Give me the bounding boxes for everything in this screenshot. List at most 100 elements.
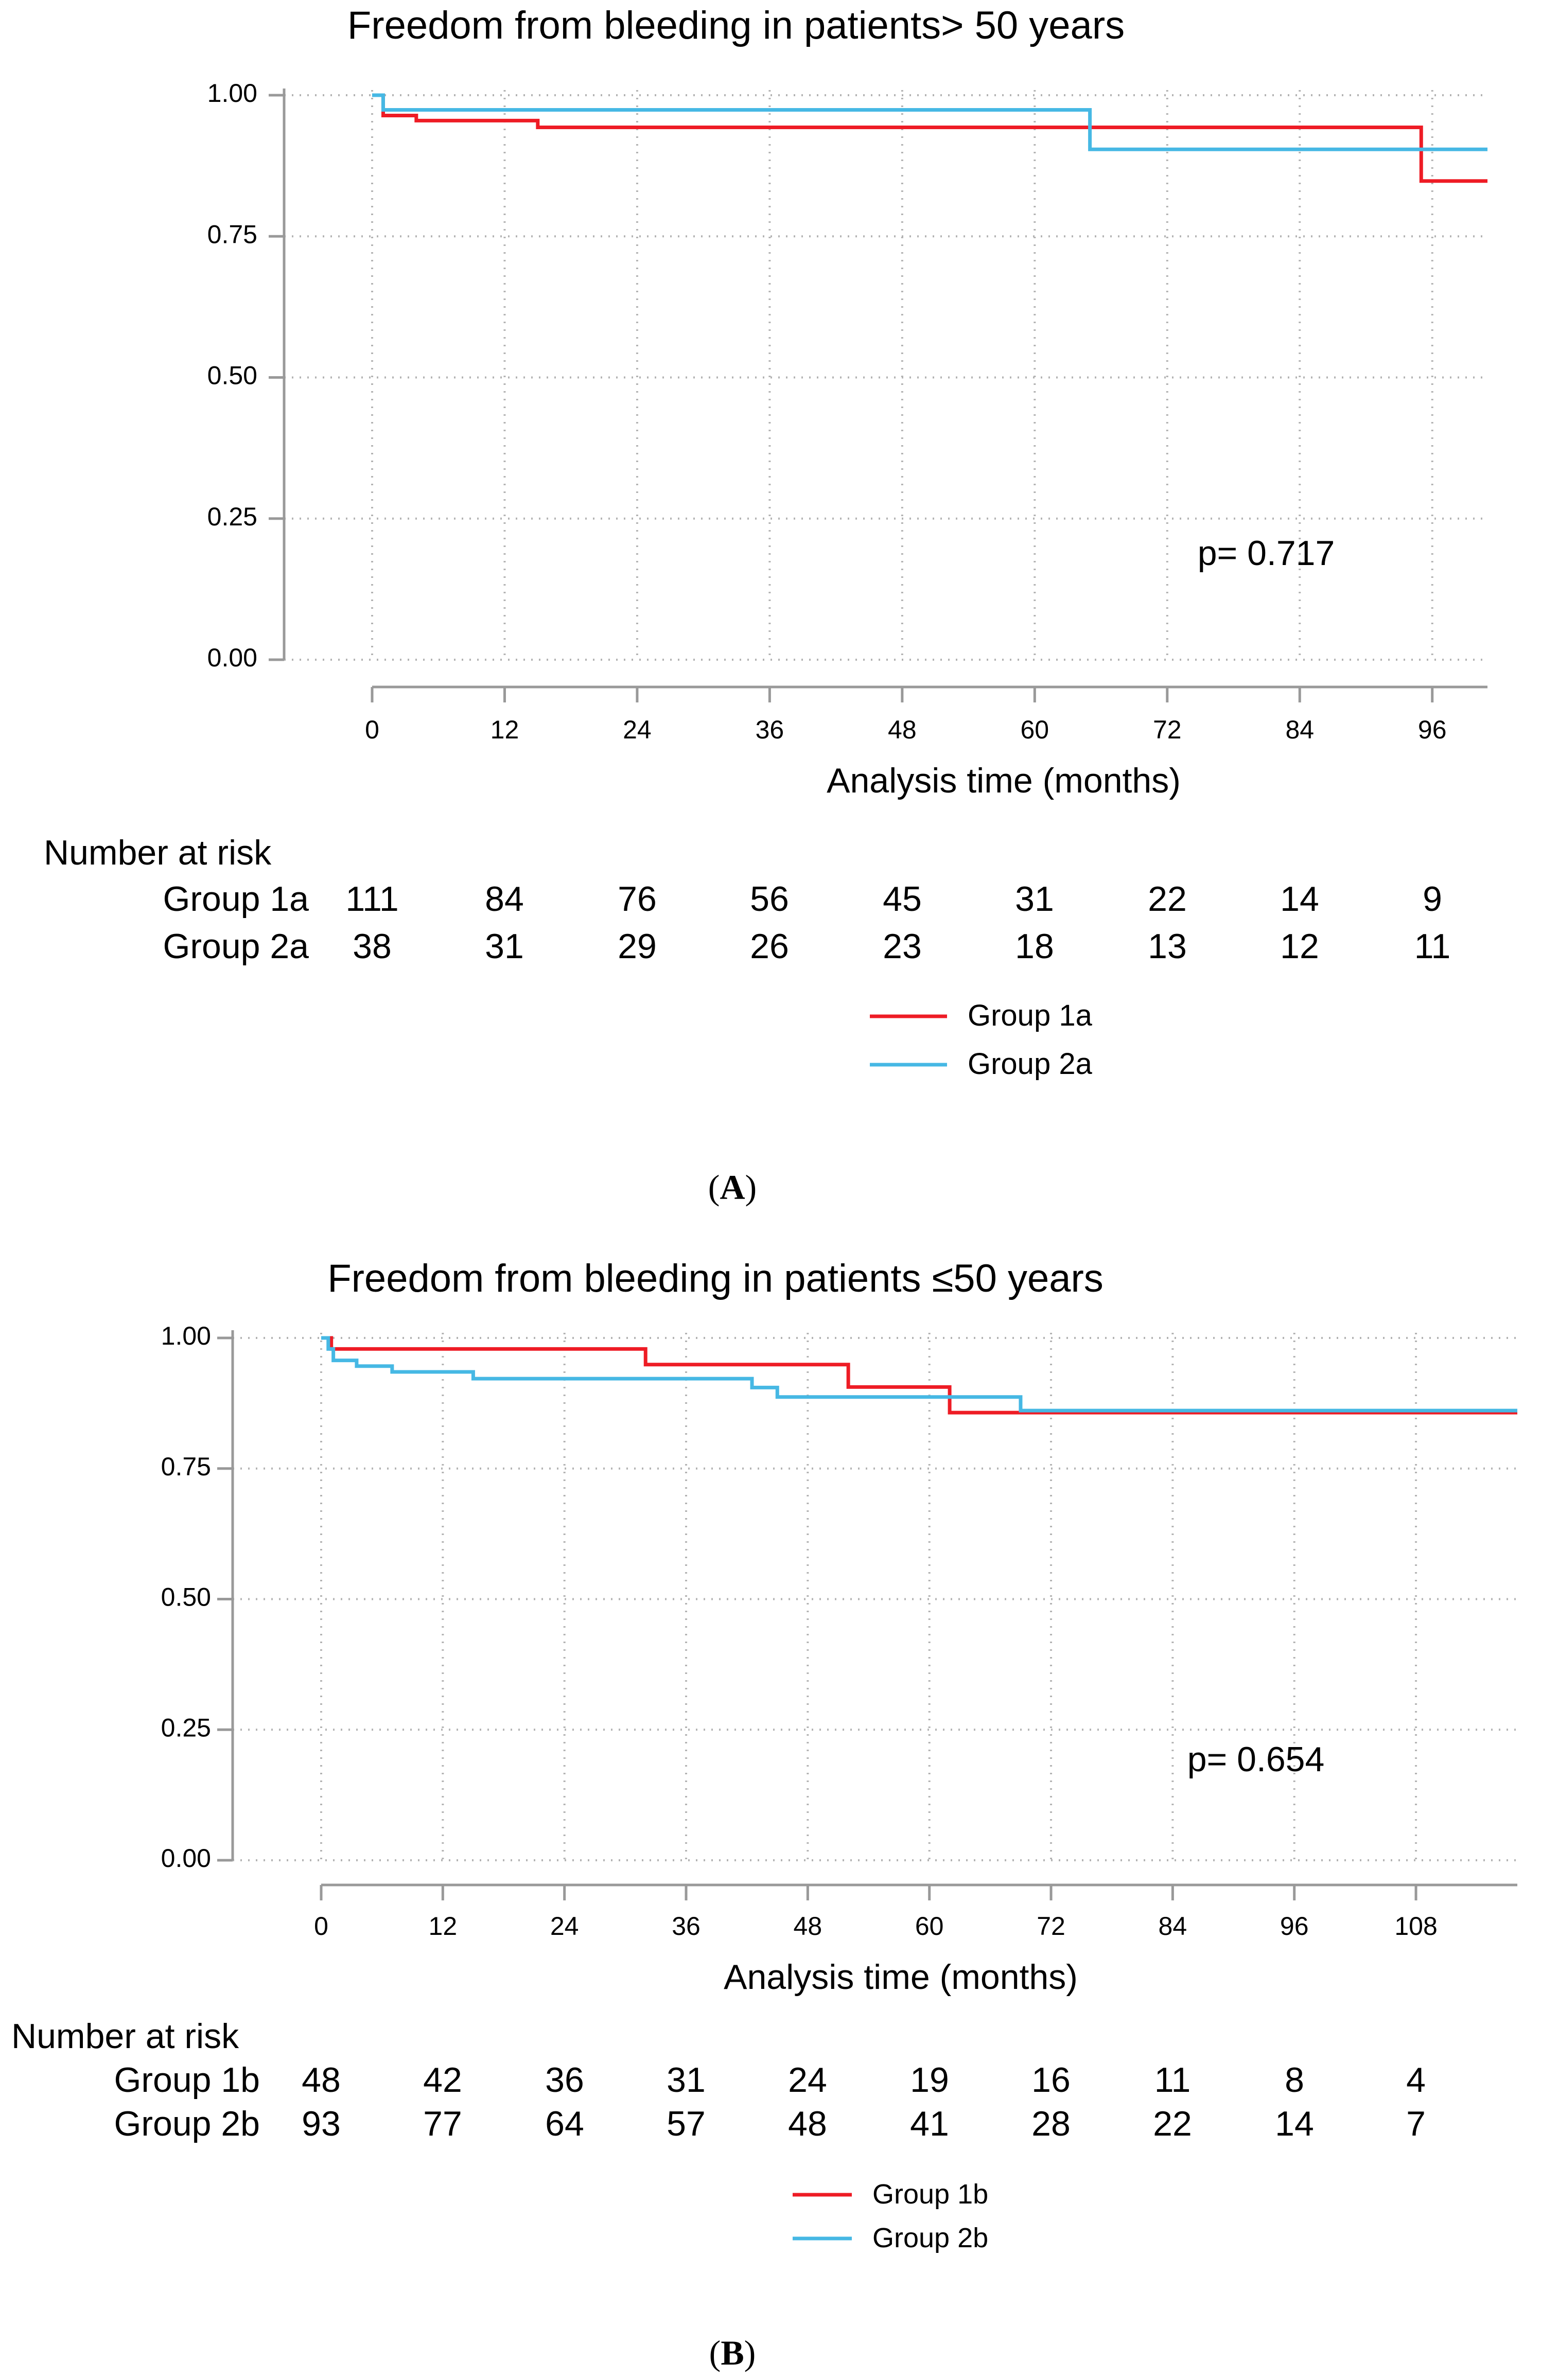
risk-value-a-1-2: 29 [618, 927, 657, 966]
y-tick-label-a-2: 0.50 [207, 361, 257, 390]
y-tick-label-b-1: 0.25 [161, 1713, 211, 1742]
p-value-a: p= 0.717 [1198, 534, 1335, 573]
x-tick-label-a-7: 84 [1285, 715, 1314, 744]
y-tick-a-4: 1.00 [207, 79, 284, 108]
x-axis-ticks-a: 0 12 24 36 48 60 72 84 96 [365, 687, 1447, 744]
risk-value-b-1-2: 64 [545, 2104, 584, 2143]
x-tick-a-8: 96 [1418, 687, 1447, 744]
risk-row-group-1b: Group 1b 48 42 36 31 24 19 16 11 8 4 [114, 2060, 1425, 2100]
risk-row-group-1a: Group 1a 111 84 76 56 45 31 22 14 9 [163, 879, 1442, 919]
x-tick-a-2: 24 [623, 687, 652, 744]
gridlines-b [233, 1333, 1517, 1861]
y-axis-ticks-b: 0.00 0.25 0.50 0.75 1.00 [161, 1321, 233, 1873]
risk-value-b-0-0: 48 [302, 2060, 341, 2100]
x-tick-b-0: 0 [314, 1885, 328, 1941]
x-tick-label-a-0: 0 [365, 715, 379, 744]
gridlines-a [284, 90, 1487, 661]
risk-row-label: Group 2b [114, 2104, 260, 2143]
x-tick-a-4: 48 [888, 687, 917, 744]
p-value-b: p= 0.654 [1187, 1740, 1325, 1779]
y-tick-label-b-0: 0.00 [161, 1844, 211, 1873]
legend-label-group-2b: Group 2b [872, 2223, 988, 2253]
y-tick-label-a-0: 0.00 [207, 643, 257, 672]
x-tick-b-5: 60 [915, 1885, 944, 1941]
risk-table-heading-a: Number at risk [44, 833, 272, 872]
y-tick-label-b-3: 0.75 [161, 1452, 211, 1481]
risk-value-a-0-0: 111 [345, 879, 398, 919]
x-tick-label-b-2: 24 [550, 1912, 579, 1941]
risk-value-b-0-6: 16 [1031, 2060, 1071, 2100]
x-tick-a-5: 60 [1021, 687, 1049, 744]
risk-value-a-0-3: 56 [750, 879, 789, 919]
x-tick-label-a-5: 60 [1021, 715, 1049, 744]
risk-value-b-0-8: 8 [1285, 2060, 1304, 2100]
risk-table-a: Number at risk Group 1a 111 84 76 56 45 … [44, 833, 1450, 966]
x-tick-label-b-4: 48 [794, 1912, 822, 1941]
risk-value-b-1-4: 48 [788, 2104, 827, 2143]
km-curve-group-1a [372, 93, 1487, 183]
x-tick-label-a-3: 36 [756, 715, 784, 744]
x-tick-label-b-6: 72 [1037, 1912, 1065, 1941]
risk-value-b-1-9: 7 [1406, 2104, 1426, 2143]
x-tick-a-7: 84 [1285, 687, 1314, 744]
risk-value-b-0-1: 42 [423, 2060, 462, 2100]
km-curve-group-1b [321, 1336, 1517, 1415]
x-tick-label-b-3: 36 [672, 1912, 701, 1941]
risk-value-a-1-5: 18 [1015, 927, 1054, 966]
legend-a: Group 1a Group 2a [870, 999, 1093, 1081]
risk-value-a-0-4: 45 [883, 879, 922, 919]
risk-value-a-1-1: 31 [485, 927, 524, 966]
km-curve-group-2a [372, 93, 1487, 151]
risk-value-a-0-6: 22 [1148, 879, 1187, 919]
risk-value-a-1-0: 38 [353, 927, 392, 966]
x-tick-label-b-9: 108 [1394, 1912, 1437, 1941]
risk-row-label: Group 2a [163, 927, 309, 966]
risk-value-a-1-8: 11 [1414, 927, 1451, 966]
panel-label-b: (B) [709, 2333, 756, 2372]
risk-value-b-1-0: 93 [302, 2104, 341, 2143]
risk-row-label: Group 1a [163, 879, 309, 919]
x-tick-label-a-8: 96 [1418, 715, 1447, 744]
risk-value-b-0-4: 24 [788, 2060, 827, 2100]
y-tick-label-a-3: 0.75 [207, 220, 257, 249]
x-tick-label-b-8: 96 [1280, 1912, 1309, 1941]
risk-row-group-2b: Group 2b 93 77 64 57 48 41 28 22 14 7 [114, 2104, 1425, 2143]
x-tick-label-a-1: 12 [491, 715, 519, 744]
risk-value-b-0-3: 31 [667, 2060, 706, 2100]
legend-b: Group 1b Group 2b [793, 2179, 988, 2253]
chart-panel-b: Freedom from bleeding in patients ≤50 ye… [11, 1257, 1517, 2372]
risk-table-heading-b: Number at risk [11, 2017, 239, 2056]
risk-value-a-1-6: 13 [1148, 927, 1187, 966]
x-tick-label-b-1: 12 [429, 1912, 458, 1941]
x-tick-b-9: 108 [1394, 1885, 1438, 1941]
risk-value-b-1-1: 77 [423, 2104, 462, 2143]
risk-value-a-0-1: 84 [485, 879, 524, 919]
legend-label-group-2a: Group 2a [968, 1047, 1093, 1081]
risk-value-a-1-4: 23 [883, 927, 922, 966]
risk-value-b-0-7: 11 [1154, 2060, 1191, 2100]
x-tick-b-8: 96 [1280, 1885, 1309, 1941]
x-tick-label-a-6: 72 [1153, 715, 1182, 744]
y-tick-b-2: 0.50 [161, 1583, 233, 1612]
x-tick-label-b-7: 84 [1159, 1912, 1187, 1941]
risk-row-group-2a: Group 2a 38 31 29 26 23 18 13 12 11 [163, 927, 1450, 966]
x-axis-label-b: Analysis time (months) [724, 1958, 1078, 1997]
risk-value-a-0-2: 76 [618, 879, 657, 919]
risk-value-b-0-5: 19 [910, 2060, 949, 2100]
x-tick-a-0: 0 [365, 687, 379, 744]
chart-title-a: Freedom from bleeding in patients> 50 ye… [347, 4, 1125, 47]
x-tick-b-2: 24 [550, 1885, 579, 1941]
chart-title-b: Freedom from bleeding in patients ≤50 ye… [327, 1257, 1104, 1300]
y-tick-b-0: 0.00 [161, 1844, 233, 1873]
panel-label-a: (A) [708, 1168, 757, 1207]
x-tick-b-3: 36 [672, 1885, 701, 1941]
x-tick-a-1: 12 [491, 687, 519, 744]
risk-value-a-1-7: 12 [1280, 927, 1319, 966]
risk-table-b: Number at risk Group 1b 48 42 36 31 24 1… [11, 2017, 1426, 2143]
risk-value-b-1-7: 22 [1153, 2104, 1192, 2143]
y-tick-b-4: 1.00 [161, 1321, 233, 1350]
x-tick-b-4: 48 [794, 1885, 822, 1941]
x-tick-label-a-4: 48 [888, 715, 917, 744]
y-tick-a-2: 0.50 [207, 361, 284, 390]
